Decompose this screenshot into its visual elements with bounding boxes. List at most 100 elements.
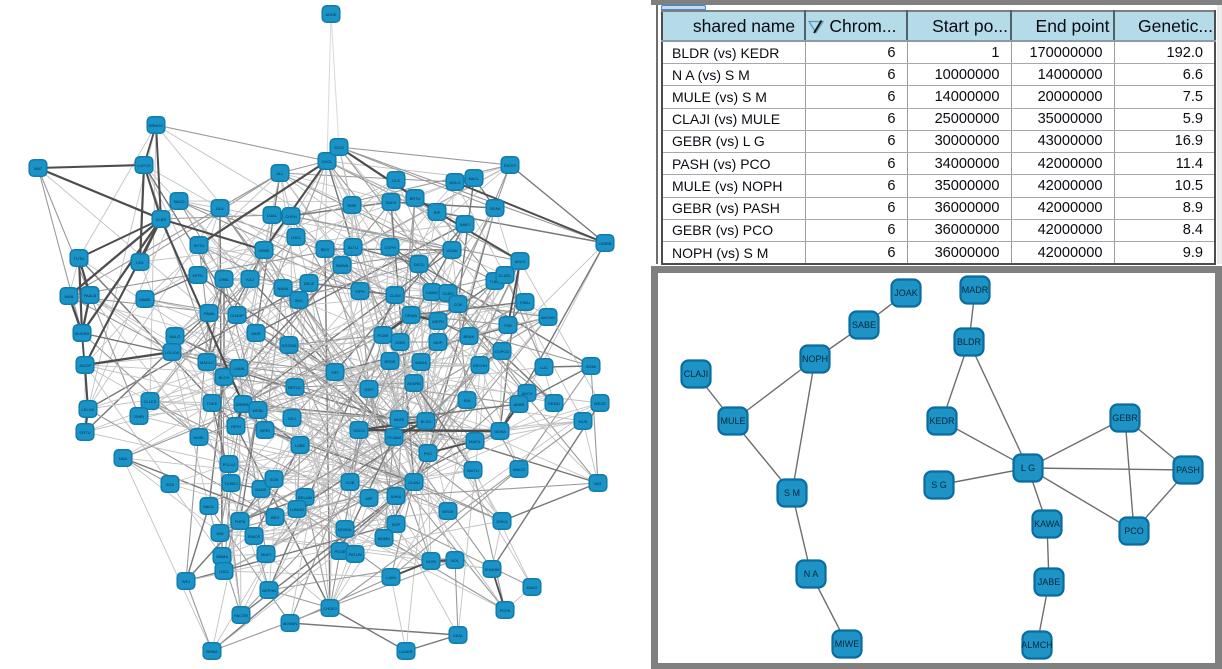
svg-text:PATUN: PATUN <box>349 552 362 557</box>
svg-text:LGCL: LGCL <box>291 235 302 240</box>
svg-text:BLSG: BLSG <box>421 419 432 424</box>
svg-text:PCPA: PCPA <box>500 608 511 613</box>
svg-text:WEPH: WEPH <box>432 319 444 324</box>
svg-text:TUWEJ: TUWEJ <box>224 481 238 486</box>
svg-text:KAMU: KAMU <box>426 290 438 295</box>
svg-text:BLCH: BLCH <box>219 375 230 380</box>
svg-text:DEMU: DEMU <box>548 401 560 406</box>
svg-text:PCO: PCO <box>1124 526 1144 536</box>
svg-text:PAMA: PAMA <box>203 311 214 316</box>
svg-text:COB: COB <box>346 480 355 485</box>
svg-text:BEG: BEG <box>321 247 329 252</box>
svg-text:CLSM: CLSM <box>389 293 400 298</box>
svg-text:BRGE: BRGE <box>442 509 454 514</box>
svg-text:CLDEL: CLDEL <box>499 273 513 278</box>
svg-text:DRBRM: DRBRM <box>236 402 251 407</box>
svg-text:GEFI: GEFI <box>364 387 373 392</box>
svg-text:BLTU: BLTU <box>348 245 358 250</box>
svg-text:LUAKR: LUAKR <box>399 649 412 654</box>
svg-text:CLNOP: CLNOP <box>230 313 244 318</box>
svg-text:CLS: CLS <box>392 178 400 183</box>
svg-text:PCGE: PCGE <box>334 549 346 554</box>
svg-text:MULE: MULE <box>720 416 745 426</box>
svg-text:LEK: LEK <box>136 260 144 265</box>
svg-text:SHTU: SHTU <box>194 243 205 248</box>
svg-text:BLDR: BLDR <box>957 337 982 347</box>
svg-text:SHRI: SHRI <box>134 414 144 419</box>
svg-text:AKBR: AKBR <box>514 402 525 407</box>
svg-text:JOKE: JOKE <box>395 340 406 345</box>
svg-text:KAJ: KAJ <box>246 277 253 282</box>
svg-text:CHSH: CHSH <box>285 214 296 219</box>
svg-text:LUC: LUC <box>540 365 548 370</box>
svg-text:TUBR: TUBR <box>490 279 501 284</box>
svg-text:S M: S M <box>784 488 800 498</box>
svg-text:PCJAM: PCJAM <box>387 435 401 440</box>
svg-text:LUMA: LUMA <box>233 366 244 371</box>
svg-text:FIMU: FIMU <box>520 300 530 305</box>
svg-text:PAALB: PAALB <box>84 293 97 298</box>
svg-text:CLLES: CLLES <box>144 399 157 404</box>
svg-text:SGS: SGS <box>166 482 175 487</box>
svg-text:SABE: SABE <box>852 320 876 330</box>
svg-text:DRNOC: DRNOC <box>149 123 164 128</box>
svg-text:GEPHN: GEPHN <box>262 588 276 593</box>
svg-text:RICOT: RICOT <box>504 163 517 168</box>
svg-text:RIP: RIP <box>434 210 441 215</box>
svg-text:MUMU: MUMU <box>378 536 391 541</box>
svg-text:N A: N A <box>804 569 819 579</box>
svg-text:NACL: NACL <box>469 176 480 181</box>
svg-text:CHBL: CHBL <box>219 277 230 282</box>
svg-text:GEWA: GEWA <box>494 429 506 434</box>
svg-text:KAWA: KAWA <box>1034 519 1060 529</box>
svg-text:VOAK: VOAK <box>446 248 457 253</box>
svg-text:NALG: NALG <box>170 334 181 339</box>
svg-text:WAB: WAB <box>65 294 74 299</box>
svg-text:BRMA: BRMA <box>206 649 218 654</box>
svg-text:MURI: MURI <box>394 417 404 422</box>
svg-text:NAGE: NAGE <box>255 487 267 492</box>
svg-text:CLAJI: CLAJI <box>684 369 709 379</box>
svg-text:WAT: WAT <box>34 166 43 171</box>
svg-text:S G: S G <box>931 480 947 490</box>
svg-text:SGCO: SGCO <box>353 428 365 433</box>
svg-text:MUK: MUK <box>579 419 588 424</box>
svg-text:WEJ: WEJ <box>182 579 190 584</box>
svg-text:NOPH: NOPH <box>802 354 828 364</box>
svg-text:DRKA: DRKA <box>496 519 507 524</box>
svg-text:PHC: PHC <box>424 451 433 456</box>
svg-text:WEGE: WEGE <box>594 401 607 406</box>
svg-text:NOSML: NOSML <box>338 527 353 532</box>
svg-text:WACO: WACO <box>513 467 525 472</box>
svg-text:RINOS: RINOS <box>248 534 261 539</box>
svg-text:BELUM: BELUM <box>298 495 312 500</box>
svg-text:NAAK: NAAK <box>278 286 289 291</box>
svg-text:SMJO: SMJO <box>173 199 184 204</box>
svg-text:CHCL: CHCL <box>322 159 334 164</box>
svg-text:SGMI: SGMI <box>586 364 596 369</box>
svg-text:PCBR: PCBR <box>377 333 388 338</box>
svg-text:WEBL: WEBL <box>252 408 264 413</box>
svg-text:BRTUC: BRTUC <box>288 385 302 390</box>
svg-text:BRAK: BRAK <box>464 334 475 339</box>
svg-text:CLBR: CLBR <box>156 217 167 222</box>
svg-text:CHDEJ: CHDEJ <box>323 606 336 611</box>
svg-text:FIW: FIW <box>504 323 512 328</box>
svg-text:JOJO: JOJO <box>334 145 344 150</box>
svg-text:MIP: MIP <box>365 496 372 501</box>
svg-text:RIPH: RIPH <box>231 424 241 429</box>
svg-text:BLA: BLA <box>216 206 224 211</box>
svg-text:BRTU: BRTU <box>410 196 421 201</box>
svg-text:LUBE: LUBE <box>295 443 306 448</box>
svg-text:KEFIL: KEFIL <box>192 273 204 278</box>
svg-text:MADR: MADR <box>962 285 989 295</box>
svg-text:MIWE: MIWE <box>835 639 860 649</box>
svg-text:WAFI: WAFI <box>460 222 470 227</box>
svg-text:SMMA: SMMA <box>216 554 228 559</box>
svg-text:JABE: JABE <box>1038 577 1061 587</box>
svg-text:TUKE: TUKE <box>207 401 218 406</box>
svg-text:DRTU: DRTU <box>79 430 90 435</box>
svg-text:DRCHN: DRCHN <box>473 363 488 368</box>
svg-text:AKCH: AKCH <box>521 391 532 396</box>
svg-text:COPH: COPH <box>384 245 396 250</box>
